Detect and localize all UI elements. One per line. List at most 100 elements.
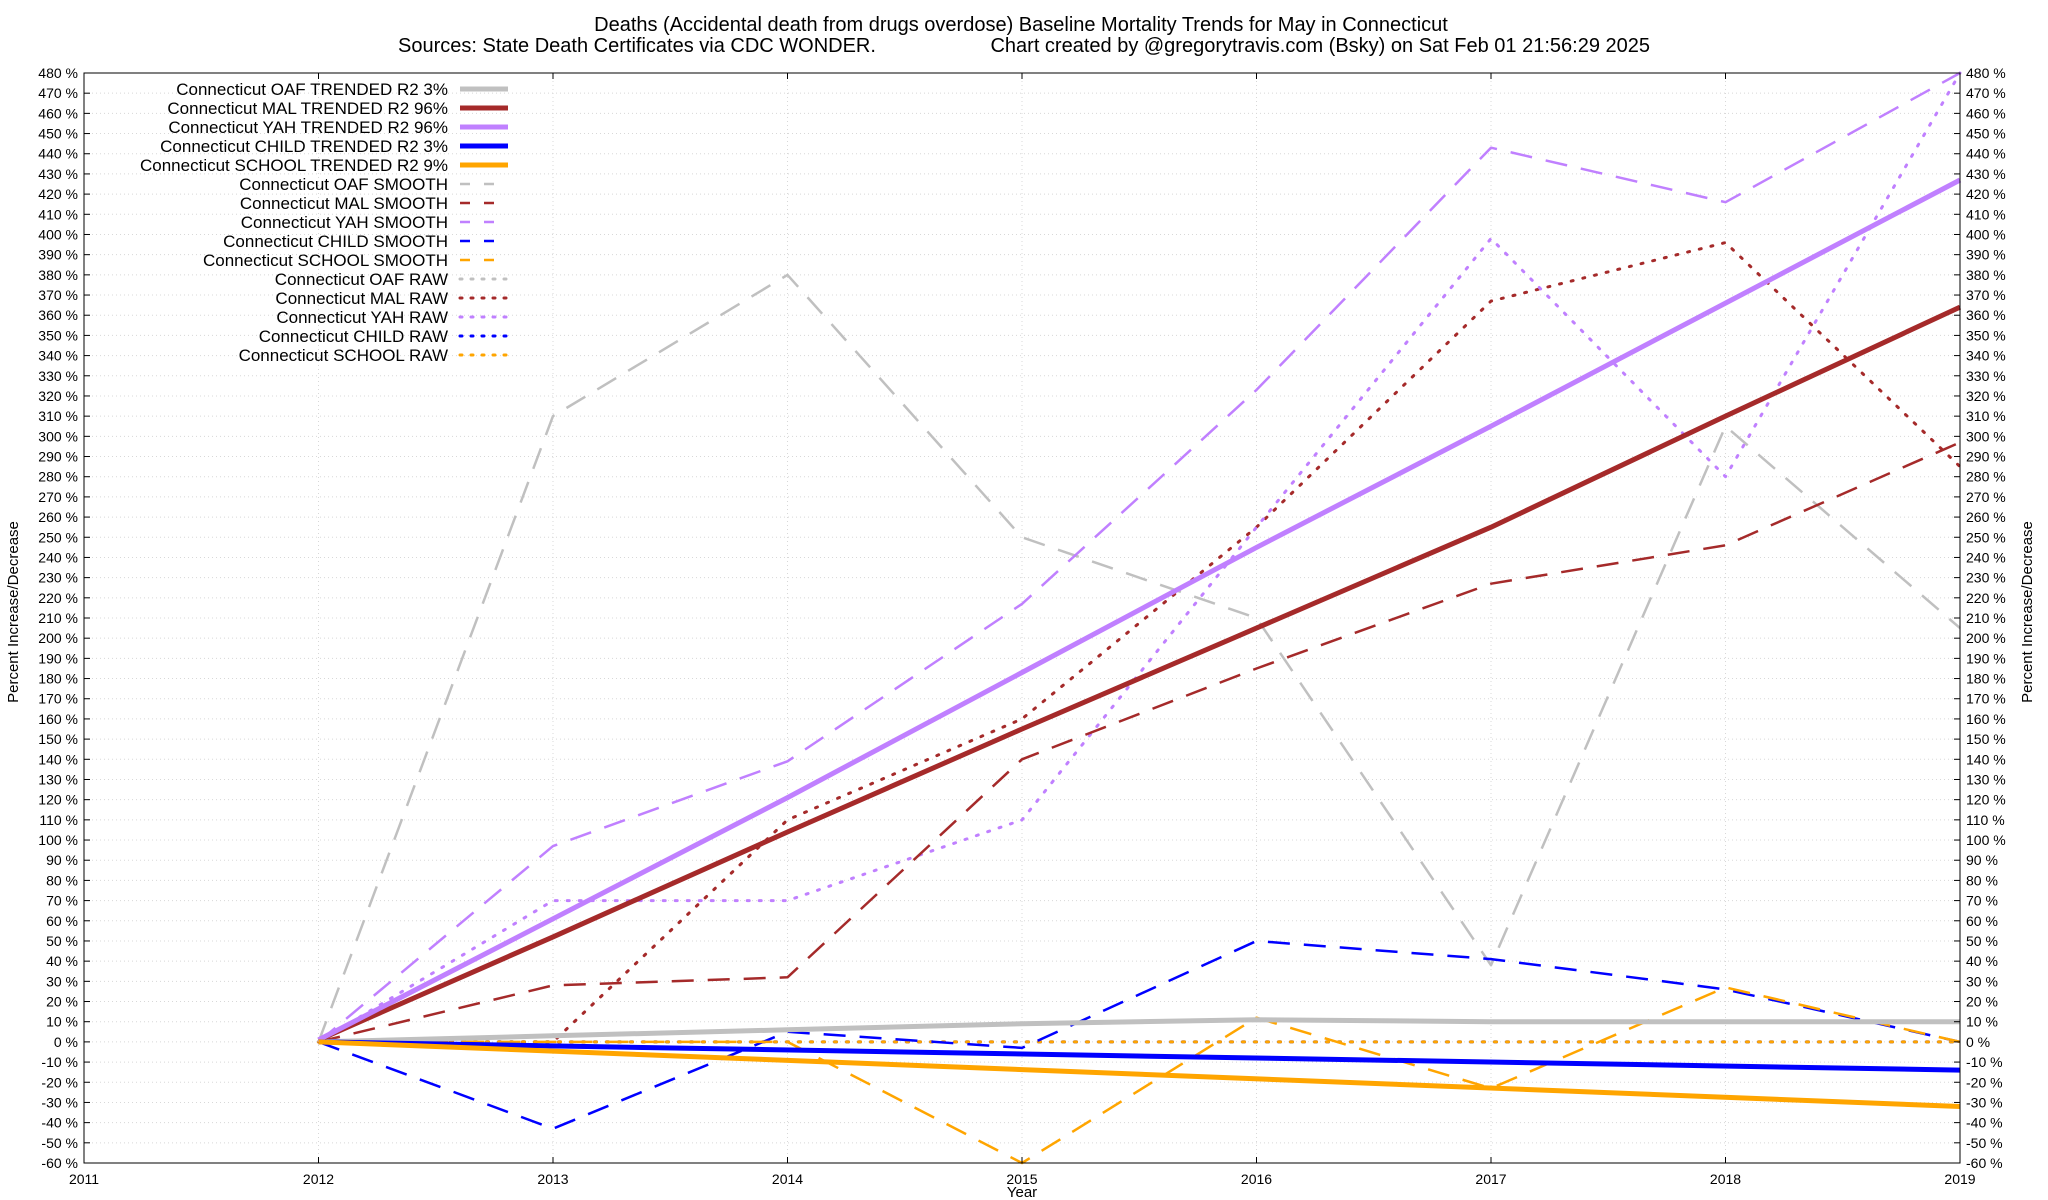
- y-tick-label-right: 80 %: [1966, 872, 1998, 888]
- y-tick-label-right: 240 %: [1966, 549, 2006, 565]
- legend-label: Connecticut CHILD RAW: [259, 327, 448, 346]
- legend-label: Connecticut SCHOOL RAW: [239, 346, 448, 365]
- y-tick-label-left: 40 %: [46, 953, 78, 969]
- series-layer: [317, 71, 1962, 1165]
- y-tick-label-right: 180 %: [1966, 671, 2006, 687]
- y-tick-label-right: 440 %: [1966, 146, 2006, 162]
- y-tick-label-left: 140 %: [38, 751, 78, 767]
- x-tick-label: 2013: [537, 1171, 568, 1187]
- y-tick-label-left: 80 %: [46, 872, 78, 888]
- x-tick-label: 2016: [1241, 1171, 1272, 1187]
- y-tick-label-left: -10 %: [41, 1054, 78, 1070]
- series-line: [318, 441, 1961, 1044]
- y-tick-label-left: 320 %: [38, 388, 78, 404]
- y-tick-label-right: 230 %: [1966, 570, 2006, 586]
- y-tick-label-left: 220 %: [38, 590, 78, 606]
- y-tick-label-left: 250 %: [38, 529, 78, 545]
- y-tick-label-right: 200 %: [1966, 630, 2006, 646]
- legend-label: Connecticut YAH TRENDED R2 96%: [168, 118, 448, 137]
- y-tick-label-left: 0 %: [54, 1034, 78, 1050]
- legend-label: Connecticut MAL TRENDED R2 96%: [167, 99, 448, 118]
- y-tick-label-right: 460 %: [1966, 105, 2006, 121]
- y-tick-label-left: 50 %: [46, 933, 78, 949]
- y-tick-label-left: 350 %: [38, 327, 78, 343]
- y-tick-label-left: 30 %: [46, 973, 78, 989]
- grid-layer: [84, 73, 1960, 1163]
- y-tick-label-left: 120 %: [38, 792, 78, 808]
- legend-label: Connecticut OAF RAW: [275, 270, 448, 289]
- y-tick-label-left: 110 %: [39, 812, 78, 828]
- series-line: [317, 273, 1961, 1043]
- y-tick-label-right: 170 %: [1966, 691, 2006, 707]
- y-tick-label-right: 160 %: [1966, 711, 2006, 727]
- legend-label: Connecticut OAF TRENDED R2 3%: [176, 80, 448, 99]
- y-tick-label-right: 450 %: [1966, 126, 2006, 142]
- y-tick-label-right: 340 %: [1966, 348, 2006, 364]
- y-tick-label-left: -30 %: [41, 1094, 78, 1110]
- y-tick-label-left: 60 %: [46, 913, 78, 929]
- y-tick-label-left: 90 %: [46, 852, 78, 868]
- y-tick-label-right: 430 %: [1966, 166, 2006, 182]
- y-tick-label-right: -10 %: [1966, 1054, 2003, 1070]
- legend-label: Connecticut CHILD SMOOTH: [223, 232, 448, 251]
- y-tick-label-left: 170 %: [38, 691, 78, 707]
- legend-label: Connecticut MAL RAW: [275, 289, 448, 308]
- y-tick-label-left: 210 %: [38, 610, 78, 626]
- y-tick-label-left: 450 %: [38, 126, 78, 142]
- y-tick-label-right: 420 %: [1966, 186, 2006, 202]
- y-tick-label-left: 310 %: [38, 408, 78, 424]
- y-tick-label-right: 0 %: [1966, 1034, 1990, 1050]
- y-tick-label-left: 440 %: [38, 146, 78, 162]
- series-line: [318, 939, 1961, 1130]
- series-line: [318, 986, 1961, 1165]
- y-tick-label-right: 330 %: [1966, 368, 2006, 384]
- y-tick-label-right: 480 %: [1966, 65, 2006, 81]
- y-tick-label-left: 230 %: [38, 570, 78, 586]
- y-tick-label-left: 20 %: [46, 994, 78, 1010]
- y-tick-label-left: 370 %: [38, 287, 78, 303]
- series-line: [317, 71, 1961, 1043]
- legend-label: Connecticut YAH SMOOTH: [241, 213, 448, 232]
- tick-layer: 2011 2012 2013 2014 2015 2016 2017 2018 2019-60 …: [38, 65, 2005, 1187]
- y-tick-label-right: 60 %: [1966, 913, 1998, 929]
- y-tick-label-right: 410 %: [1966, 206, 2006, 222]
- x-tick-label: 2018: [1710, 1171, 1741, 1187]
- legend-label: Connecticut YAH RAW: [276, 308, 448, 327]
- y-tick-label-right: -50 %: [1966, 1135, 2003, 1151]
- y-tick-label-right: 20 %: [1966, 994, 1998, 1010]
- y-tick-label-right: 280 %: [1966, 469, 2006, 485]
- y-tick-label-right: 140 %: [1966, 751, 2006, 767]
- x-tick-label: 2015: [1006, 1171, 1037, 1187]
- y-tick-label-right: 400 %: [1966, 226, 2006, 242]
- y-tick-label-left: 390 %: [38, 247, 78, 263]
- y-tick-label-right: 260 %: [1966, 509, 2006, 525]
- y-tick-label-left: 330 %: [38, 368, 78, 384]
- y-tick-label-left: 260 %: [38, 509, 78, 525]
- y-tick-label-right: 350 %: [1966, 327, 2006, 343]
- y-tick-label-right: 130 %: [1966, 771, 2006, 787]
- y-tick-label-left: 380 %: [38, 267, 78, 283]
- y-tick-label-left: 160 %: [38, 711, 78, 727]
- y-tick-label-right: 30 %: [1966, 973, 1998, 989]
- y-tick-label-left: 430 %: [38, 166, 78, 182]
- series-line: [318, 1039, 1961, 1109]
- legend-label: Connecticut SCHOOL SMOOTH: [203, 251, 448, 270]
- y-tick-label-left: 360 %: [38, 307, 78, 323]
- x-tick-label: 2011: [69, 1171, 99, 1187]
- y-tick-label-right: 10 %: [1966, 1014, 1998, 1030]
- legend-label: Connecticut CHILD TRENDED R2 3%: [160, 137, 448, 156]
- y-tick-label-right: 70 %: [1966, 893, 1998, 909]
- y-tick-label-left: 290 %: [38, 449, 78, 465]
- y-tick-label-right: 470 %: [1966, 85, 2006, 101]
- y-axis-label-right: Percent Increase/Decrease: [2019, 521, 2036, 703]
- legend-label: Connecticut OAF SMOOTH: [239, 175, 448, 194]
- y-tick-label-left: 280 %: [38, 469, 78, 485]
- y-tick-label-left: 470 %: [38, 85, 78, 101]
- y-tick-label-right: 50 %: [1966, 933, 1998, 949]
- y-tick-label-left: -50 %: [41, 1135, 78, 1151]
- y-tick-label-left: 420 %: [38, 186, 78, 202]
- y-tick-label-right: 210 %: [1966, 610, 2006, 626]
